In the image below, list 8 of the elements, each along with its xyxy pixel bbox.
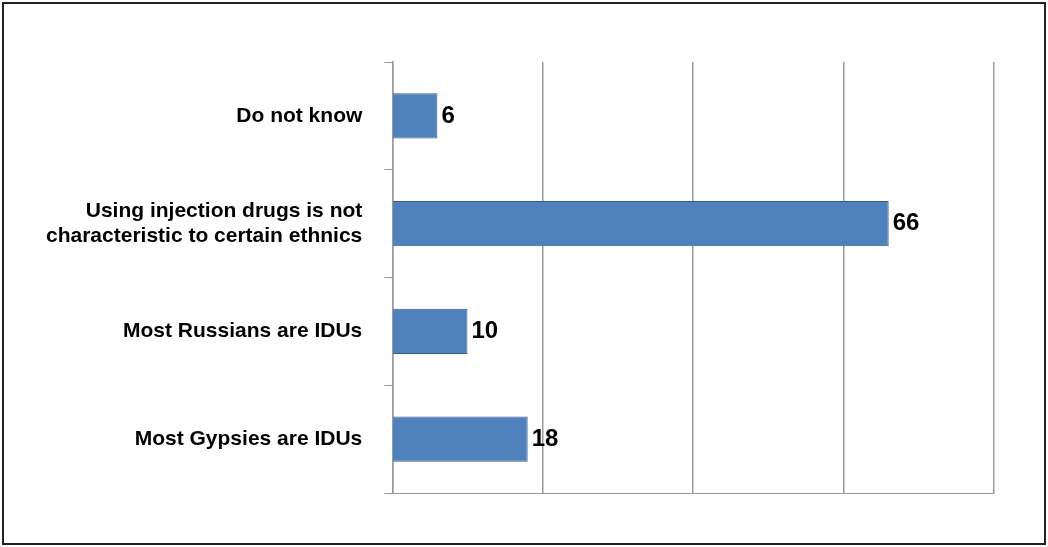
y-tick-label: Using injection drugs is not characteristic to certain ethnics (46, 197, 363, 247)
data-label: 10 (471, 316, 499, 343)
data-label: 66 (892, 208, 920, 236)
data-label: 18 (531, 423, 559, 451)
y-tick-label: Most Gypsies are IDUs (134, 425, 363, 449)
data-label: 6 (441, 100, 455, 128)
y-tick-label: Most Russians are IDUs (123, 318, 363, 342)
y-tick-label: Do not know (236, 102, 363, 126)
